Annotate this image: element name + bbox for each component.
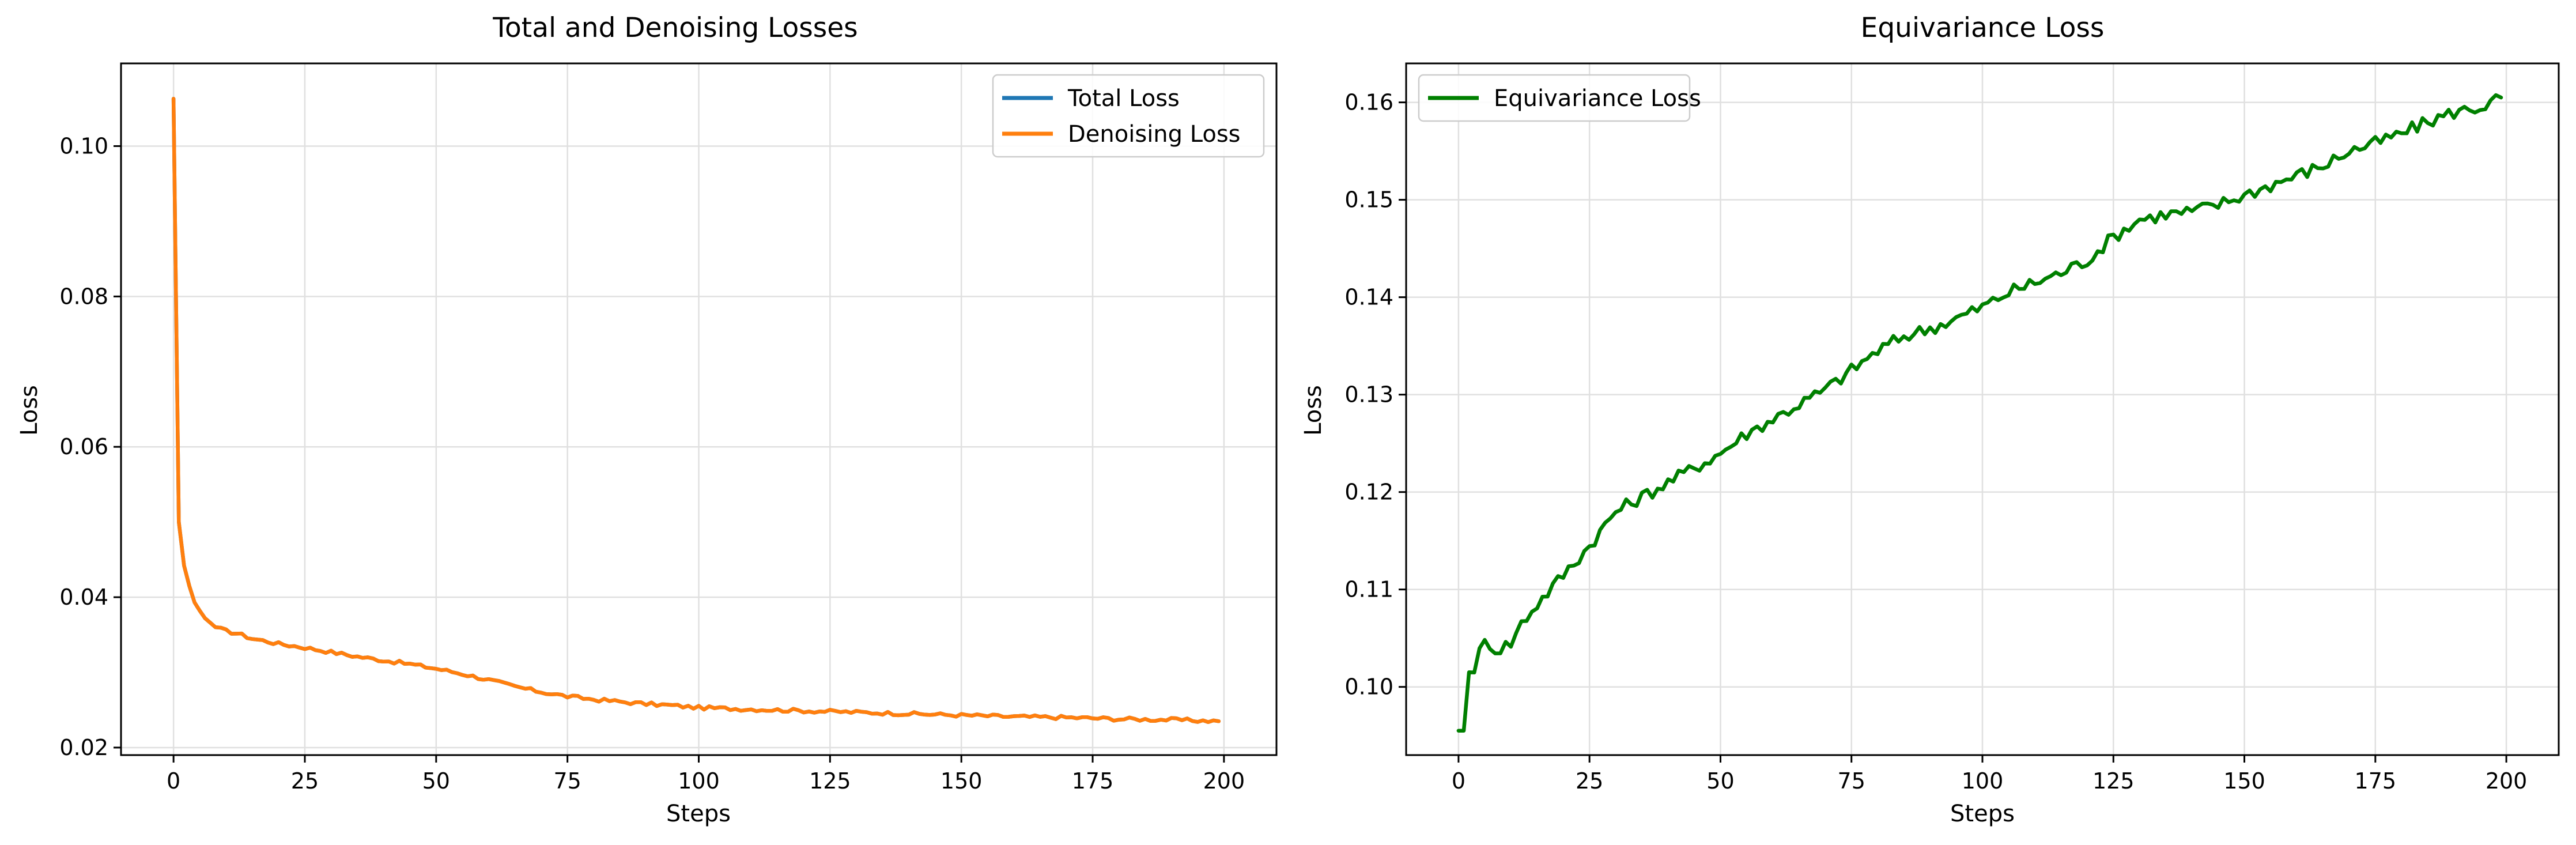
x-tick-label: 175 xyxy=(1072,768,1114,794)
series-line-denoising-loss xyxy=(171,97,1221,725)
y-tick-label: 0.13 xyxy=(1344,382,1393,408)
legend-frame xyxy=(992,74,1265,158)
chart-title: Equivariance Loss xyxy=(1861,12,2105,44)
series-lines xyxy=(171,97,1221,725)
loss-chart-left: Total and Denoising Losses Steps Loss 0 2… xyxy=(16,12,1278,827)
y-tick-label: 0.08 xyxy=(59,284,108,309)
x-tick-label: 175 xyxy=(2355,768,2397,794)
x-tick-label: 100 xyxy=(678,768,720,794)
series-lines xyxy=(1456,93,2503,733)
x-tick-label: 25 xyxy=(1576,768,1603,794)
x-axis-label: Steps xyxy=(666,801,731,827)
y-axis-label: Loss xyxy=(16,385,43,436)
legend: Total Loss Denoising Loss xyxy=(992,74,1265,158)
gridlines xyxy=(121,63,1276,755)
legend-label: Equivariance Loss xyxy=(1494,85,1701,112)
y-tick-label: 0.15 xyxy=(1344,187,1393,213)
axis-ticks: 0 25 50 75 100 125 150 175 200 0.02 0.04 0.06 0.08 0.… xyxy=(59,133,1245,794)
legend-frame xyxy=(1418,74,1691,122)
x-tick-label: 150 xyxy=(940,768,983,794)
x-tick-label: 50 xyxy=(1706,768,1734,794)
legend: Equivariance Loss xyxy=(1418,74,1701,122)
y-tick-label: 0.06 xyxy=(59,434,108,459)
x-tick-label: 125 xyxy=(809,768,851,794)
x-tick-label: 200 xyxy=(2486,768,2528,794)
legend-label: Denoising Loss xyxy=(1068,121,1241,148)
x-tick-label: 75 xyxy=(1838,768,1865,794)
y-tick-label: 0.11 xyxy=(1344,577,1393,602)
y-tick-label: 0.14 xyxy=(1344,285,1393,310)
x-tick-label: 200 xyxy=(1203,768,1245,794)
y-tick-label: 0.10 xyxy=(1344,674,1393,700)
axis-ticks: 0 25 50 75 100 125 150 175 200 0.10 0.11 0.12 0.13 0.… xyxy=(1344,90,2527,794)
series-line-equivariance-loss xyxy=(1456,93,2503,733)
x-tick-label: 0 xyxy=(167,768,180,794)
x-tick-label: 25 xyxy=(291,768,319,794)
x-tick-label: 100 xyxy=(1962,768,2004,794)
y-tick-label: 0.10 xyxy=(59,133,108,159)
x-tick-label: 125 xyxy=(2092,768,2135,794)
x-tick-label: 150 xyxy=(2223,768,2265,794)
x-tick-label: 0 xyxy=(1452,768,1465,794)
x-tick-label: 50 xyxy=(422,768,450,794)
series-line-total-loss xyxy=(171,97,1221,725)
y-tick-label: 0.16 xyxy=(1344,90,1393,115)
y-axis-label: Loss xyxy=(1300,385,1327,436)
x-tick-label: 75 xyxy=(553,768,581,794)
chart-title: Total and Denoising Losses xyxy=(492,12,858,44)
x-axis-label: Steps xyxy=(1950,801,2015,827)
legend-label: Total Loss xyxy=(1067,85,1180,112)
y-tick-label: 0.04 xyxy=(59,584,108,610)
loss-chart-right: Equivariance Loss Steps Loss 0 25 50 75 100 1… xyxy=(1300,12,2560,827)
y-tick-label: 0.12 xyxy=(1344,480,1393,505)
gridlines xyxy=(1406,63,2559,755)
y-tick-label: 0.02 xyxy=(59,735,108,760)
